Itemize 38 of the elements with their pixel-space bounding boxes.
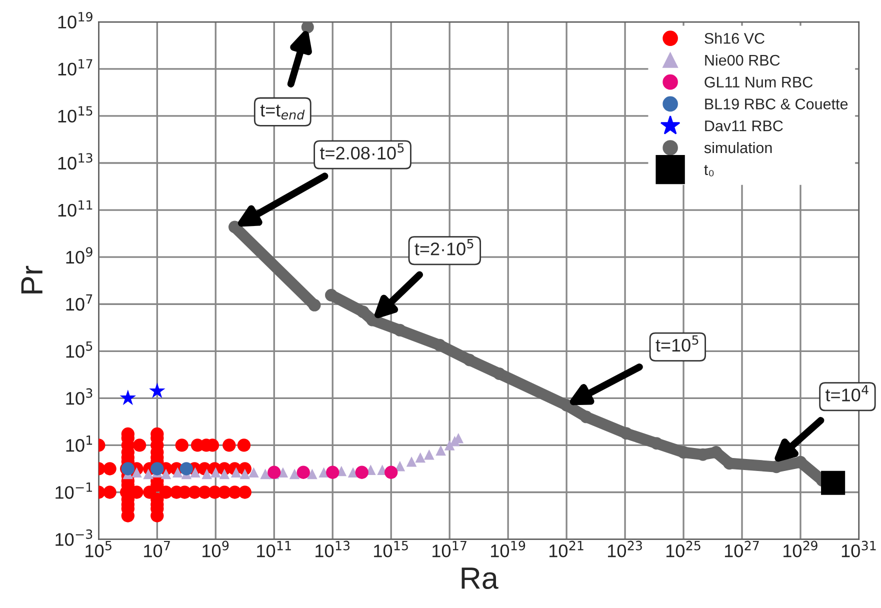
x-tick-label: 10$^{13}$ bbox=[316, 540, 350, 558]
y-tick-label: 10$^{13}$ bbox=[58, 153, 92, 170]
annotation: t=t$_{end}$ bbox=[260, 104, 305, 120]
y-tick-label: 10$^{19}$ bbox=[58, 12, 92, 28]
y-tick-label: 10$^{7}$ bbox=[66, 294, 92, 311]
x-tick-label: 10$^{29}$ bbox=[784, 540, 818, 558]
legend-label: GL11 Num RBC bbox=[704, 76, 813, 88]
y-tick-label: 10$^{17}$ bbox=[58, 59, 92, 76]
x-tick-label: 10$^{15}$ bbox=[374, 540, 408, 558]
annotation: t=2.08·10$^{5}$ bbox=[320, 143, 404, 160]
annotation: t=10$^{4}$ bbox=[826, 385, 868, 402]
x-tick-label: 10$^{27}$ bbox=[724, 540, 759, 558]
x-tick-label: 10$^{19}$ bbox=[491, 540, 526, 558]
y-tick-label: 10$^{11}$ bbox=[58, 200, 92, 217]
x-tick-label: 10$^{21}$ bbox=[550, 540, 584, 558]
x-tick-label: 10$^{11}$ bbox=[257, 540, 291, 558]
y-tick-label: 10$^{5}$ bbox=[66, 341, 92, 358]
x-tick-label: 10$^{23}$ bbox=[608, 540, 642, 558]
x-tick-label: 10$^{9}$ bbox=[202, 540, 229, 558]
x-tick-label: 10$^{31}$ bbox=[842, 540, 876, 558]
y-tick-label: 10$^{3}$ bbox=[66, 388, 92, 405]
legend-label: t₀ bbox=[704, 165, 714, 176]
y-axis-title: Pr bbox=[21, 266, 42, 294]
x-tick-label: 10$^{25}$ bbox=[666, 540, 700, 558]
x-tick-label: 10$^{7}$ bbox=[144, 540, 170, 558]
annotation: t=10$^{5}$ bbox=[656, 335, 698, 352]
y-tick-label: 10$^{1}$ bbox=[66, 436, 92, 452]
x-tick-label: 10$^{17}$ bbox=[432, 540, 466, 558]
legend-label: Dav11 RBC bbox=[705, 120, 783, 132]
y-tick-label: 10$^{9}$ bbox=[66, 247, 92, 264]
y-tick-label: 10$^{−1}$ bbox=[56, 482, 92, 499]
y-tick-label: 10$^{15}$ bbox=[58, 106, 92, 123]
x-axis-title: Ra bbox=[462, 568, 498, 589]
legend-label: Nie00 RBC bbox=[705, 54, 780, 66]
legend-label: Sh16 VC bbox=[704, 32, 764, 44]
legend-label: simulation bbox=[704, 142, 772, 154]
annotation: t=2·10$^{5}$ bbox=[414, 239, 474, 256]
legend-label: BL19 RBC & Couette bbox=[705, 98, 848, 110]
